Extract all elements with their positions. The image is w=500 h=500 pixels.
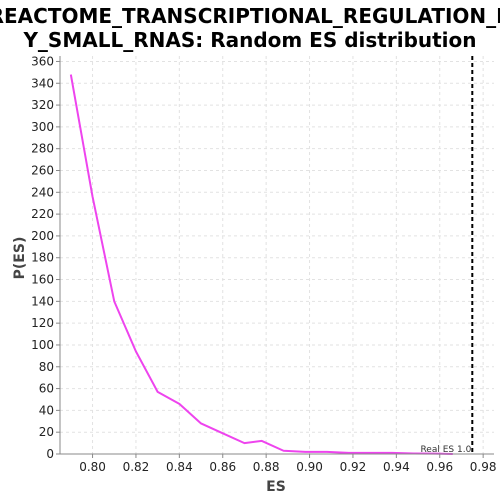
y-tick-label: 0 xyxy=(46,447,54,461)
x-tick-label: 0.96 xyxy=(426,460,453,474)
grid xyxy=(60,56,494,455)
y-tick-label: 160 xyxy=(31,273,54,287)
x-axis-ticks: 0.80 0.82 0.84 0.86 0.88 0.90 0.92 0.94 0.96 0.98 xyxy=(79,454,497,474)
y-tick-label: 200 xyxy=(31,229,54,243)
x-tick-label: 0.86 xyxy=(209,460,236,474)
x-tick-label: 0.80 xyxy=(79,460,106,474)
y-tick-label: 300 xyxy=(31,120,54,134)
x-tick-label: 0.90 xyxy=(296,460,323,474)
y-tick-label: 140 xyxy=(31,294,54,308)
y-tick-label: 80 xyxy=(39,360,54,374)
x-tick-label: 0.88 xyxy=(253,460,280,474)
chart-title-line1: REACTOME_TRANSCRIPTIONAL_REGULATION_B xyxy=(0,4,500,28)
y-tick-label: 100 xyxy=(31,338,54,352)
y-axis-label: P(ES) xyxy=(12,237,28,280)
x-axis-label: ES xyxy=(266,479,286,495)
x-tick-label: 0.84 xyxy=(166,460,193,474)
x-tick-label: 0.92 xyxy=(340,460,367,474)
y-axis-ticks: 0 20 40 60 80 100 120 140 160 180 200 220 240 260 280 3… xyxy=(31,54,60,461)
real-es-label: Real ES 1.0 xyxy=(420,445,471,455)
y-tick-label: 260 xyxy=(31,163,54,177)
axes xyxy=(59,56,494,455)
x-tick-label: 0.94 xyxy=(383,460,410,474)
chart-title-line2: Y_SMALL_RNAS: Random ES distribution xyxy=(22,28,476,52)
y-tick-label: 40 xyxy=(39,403,54,417)
x-tick-label: 0.98 xyxy=(470,460,497,474)
y-tick-label: 280 xyxy=(31,142,54,156)
y-tick-label: 60 xyxy=(39,382,54,396)
y-tick-label: 360 xyxy=(31,54,54,68)
x-tick-label: 0.82 xyxy=(123,460,150,474)
y-tick-label: 340 xyxy=(31,76,54,90)
y-tick-label: 320 xyxy=(31,98,54,112)
y-tick-label: 20 xyxy=(39,425,54,439)
plot-area xyxy=(60,56,494,454)
y-tick-label: 220 xyxy=(31,207,54,221)
series-layer: Real ES 1.0 xyxy=(69,56,474,455)
y-tick-label: 120 xyxy=(31,316,54,330)
es-distribution-line xyxy=(69,74,453,455)
y-tick-label: 240 xyxy=(31,185,54,199)
y-tick-label: 180 xyxy=(31,251,54,265)
